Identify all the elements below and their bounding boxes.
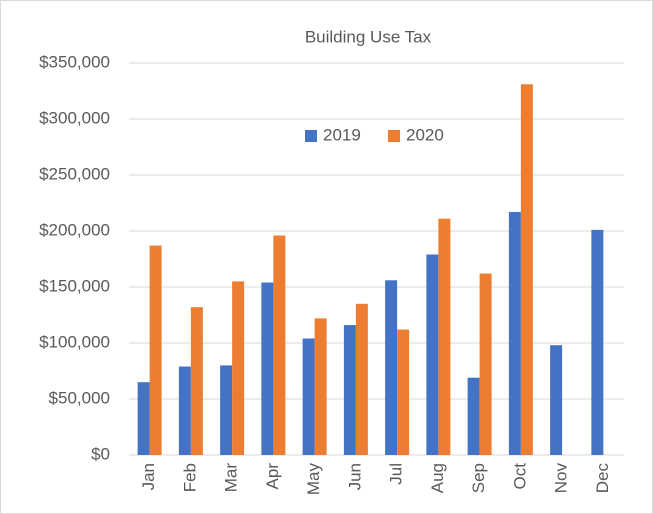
y-tick-label: $300,000	[39, 108, 110, 127]
legend-swatch	[305, 130, 317, 142]
bar	[520, 84, 533, 455]
x-tick-label: Nov	[552, 463, 571, 494]
x-tick-label: May	[304, 463, 323, 496]
bar	[261, 282, 274, 455]
bar	[220, 365, 233, 455]
bar	[232, 281, 245, 455]
y-tick-label: $350,000	[39, 52, 110, 71]
chart-title: Building Use Tax	[305, 27, 432, 46]
x-tick-label: Oct	[510, 463, 529, 490]
bar	[314, 318, 327, 455]
x-tick-label: Mar	[222, 463, 241, 493]
bar	[385, 280, 398, 455]
x-tick-label: Jun	[345, 463, 364, 490]
bar	[137, 382, 150, 455]
bar	[178, 366, 191, 455]
x-tick-label: Jan	[139, 463, 158, 490]
y-tick-label: $100,000	[39, 332, 110, 351]
bar	[591, 229, 604, 455]
legend-label: 2019	[323, 125, 361, 144]
x-tick-label: Jul	[387, 463, 406, 485]
y-tick-label: $50,000	[49, 388, 110, 407]
x-tick-label: Feb	[180, 463, 199, 492]
bar	[149, 245, 162, 455]
legend-swatch	[388, 130, 400, 142]
x-tick-label: Dec	[593, 463, 612, 494]
bar	[479, 273, 492, 455]
x-tick-label: Apr	[263, 463, 282, 490]
y-tick-label: $200,000	[39, 220, 110, 239]
bar	[355, 303, 368, 455]
bar	[302, 338, 315, 455]
y-tick-label: $150,000	[39, 276, 110, 295]
bar	[467, 377, 480, 455]
x-tick-label: Sep	[469, 463, 488, 493]
y-tick-label: $0	[91, 444, 110, 463]
bar	[190, 307, 203, 455]
bar	[397, 329, 410, 455]
y-tick-label: $250,000	[39, 164, 110, 183]
legend-label: 2020	[406, 125, 444, 144]
bar	[426, 254, 439, 455]
x-tick-label: Aug	[428, 463, 447, 493]
bar	[438, 218, 451, 455]
bar	[550, 345, 563, 455]
bar	[508, 211, 521, 455]
bar	[343, 325, 356, 455]
bar	[273, 235, 286, 455]
